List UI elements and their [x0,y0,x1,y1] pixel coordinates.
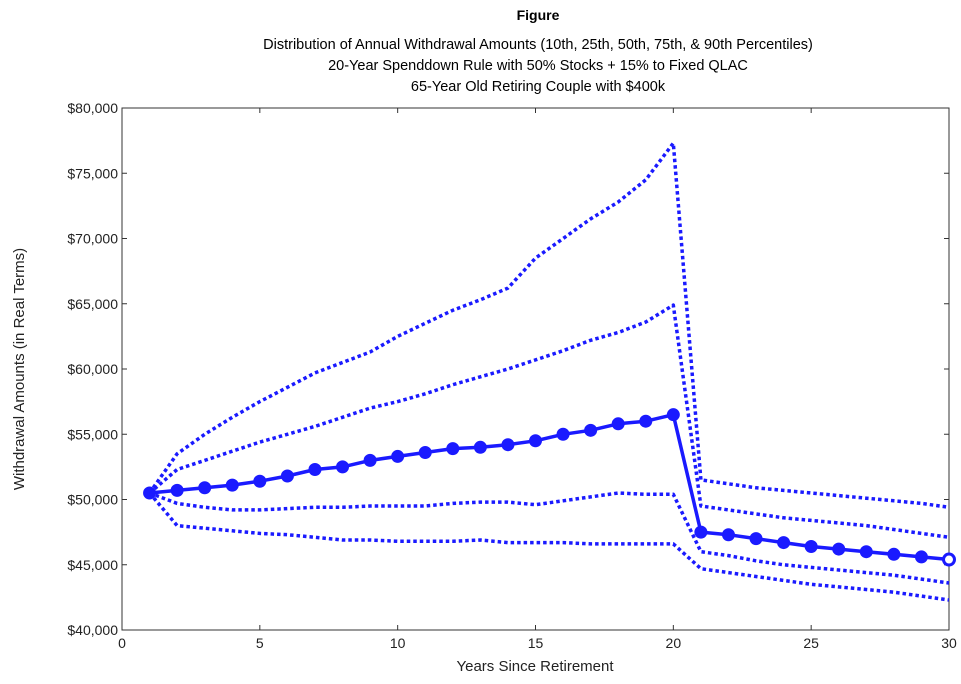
series-point-p50 [474,441,486,453]
chart-subtitle-line-3: 65-Year Old Retiring Couple with $400k [411,79,666,95]
y-tick-label: $75,000 [67,165,118,181]
x-tick-label: 15 [528,635,544,651]
series-point-p50 [778,537,790,549]
series-point-p50 [199,482,211,494]
x-tick-label: 10 [390,635,406,651]
series-point-p50 [722,529,734,541]
series-point-p50 [530,435,542,447]
series-point-p50 [805,540,817,552]
series-point-p50 [419,447,431,459]
y-tick-label: $65,000 [67,296,118,312]
series-point-p50 [364,454,376,466]
series-point-p50 [144,487,156,499]
series-point-p50 [502,439,514,451]
series-point-p50 [171,484,183,496]
series-point-p50 [612,418,624,430]
series-point-p50 [640,415,652,427]
x-tick-label: 0 [118,635,126,651]
x-axis-label: Years Since Retirement [456,658,614,675]
x-tick-label: 30 [941,635,957,651]
series-point-p50 [944,554,955,565]
series-point-p50 [750,533,762,545]
y-tick-label: $45,000 [67,557,118,573]
series-point-p50 [226,479,238,491]
y-tick-label: $80,000 [67,100,118,116]
y-tick-label: $50,000 [67,492,118,508]
chart-title-block: Figure Distribution of Annual Withdrawal… [263,7,813,95]
x-tick-label: 5 [256,635,264,651]
series-point-p50 [337,461,349,473]
series-point-p50 [254,475,266,487]
series-point-p50 [309,463,321,475]
chart-title: Figure [517,7,560,23]
y-axis: $40,000 $45,000 $50,000 $55,000 $60,000 $65,0… [67,100,949,638]
series-line-p25 [150,493,949,583]
series-p75 [150,305,949,537]
series-point-p50 [860,546,872,558]
plot-area-frame [122,108,949,630]
series-p25 [150,493,949,583]
x-tick-label: 20 [666,635,682,651]
series-point-p50 [557,428,569,440]
y-tick-label: $70,000 [67,231,118,247]
series-p50 [144,409,955,565]
series-point-p50 [585,424,597,436]
series-point-p50 [447,443,459,455]
chart-subtitle-line-1: Distribution of Annual Withdrawal Amount… [263,37,813,53]
series-point-p50 [695,526,707,538]
series-point-p50 [915,551,927,563]
series-point-p50 [392,450,404,462]
y-axis-label: Withdrawal Amounts (in Real Terms) [11,248,28,490]
series-line-p50 [150,415,949,560]
series-point-p50 [833,543,845,555]
y-tick-label: $60,000 [67,361,118,377]
series-layer [144,143,955,600]
series-line-p90 [150,143,949,507]
x-tick-label: 25 [803,635,819,651]
series-line-p75 [150,305,949,537]
chart-subtitle-line-2: 20-Year Spenddown Rule with 50% Stocks +… [328,58,748,74]
series-p90 [150,143,949,507]
series-point-p50 [888,548,900,560]
series-point-p50 [667,409,679,421]
y-tick-label: $40,000 [67,622,118,638]
y-tick-label: $55,000 [67,426,118,442]
series-point-p50 [281,470,293,482]
